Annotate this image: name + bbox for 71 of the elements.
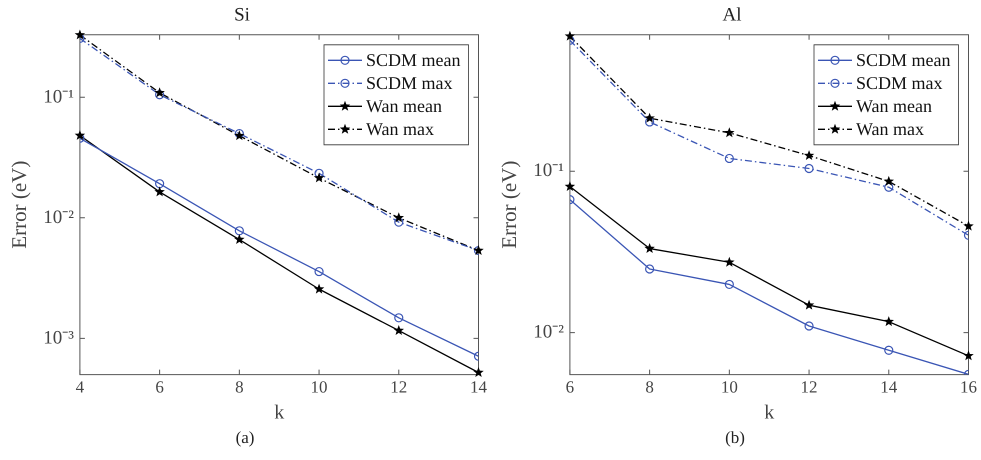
x-tick-label: 6 xyxy=(566,377,574,396)
x-tick-label: 8 xyxy=(645,377,654,396)
point xyxy=(963,350,974,360)
point xyxy=(804,300,814,310)
point xyxy=(314,284,324,294)
point xyxy=(963,220,974,231)
point xyxy=(234,226,244,236)
point xyxy=(804,164,814,174)
point xyxy=(724,256,735,267)
x-tick-label: 6 xyxy=(155,377,164,396)
point xyxy=(884,182,894,192)
point xyxy=(644,243,655,253)
point xyxy=(154,87,165,98)
point xyxy=(724,154,734,164)
point xyxy=(155,179,164,188)
x-tick-label: 12 xyxy=(800,377,818,396)
chart-title: Al xyxy=(722,4,742,26)
point xyxy=(314,266,324,276)
point xyxy=(473,245,484,255)
y-tick-label: 10⁻¹ xyxy=(43,86,74,108)
point xyxy=(154,186,165,196)
legend-label: Wan max xyxy=(856,119,924,140)
point xyxy=(394,218,404,227)
x-tick-label: 10 xyxy=(720,377,738,396)
legend-label: SCDM mean xyxy=(856,50,950,70)
point xyxy=(645,117,654,127)
x-tick-label: 14 xyxy=(880,377,898,396)
y-tick-label: 10⁻¹ xyxy=(533,160,564,182)
point xyxy=(314,172,324,182)
legend-label: SCDM mean xyxy=(366,50,460,70)
x-tick-label: 4 xyxy=(76,377,85,396)
x-tick-label: 16 xyxy=(960,377,977,396)
x-tick-label: 12 xyxy=(390,377,408,396)
x-axis-title: k xyxy=(274,401,284,424)
legend-label: Wan mean xyxy=(856,96,932,116)
point xyxy=(564,181,576,191)
point xyxy=(394,212,404,222)
y-axis-title: Error (eV) xyxy=(497,160,522,249)
legend-label: Wan mean xyxy=(366,96,442,116)
x-tick-label: 14 xyxy=(470,377,488,396)
point xyxy=(74,130,86,140)
text: (b) xyxy=(724,428,746,448)
point xyxy=(645,264,654,274)
x-axis-title: k xyxy=(764,401,774,424)
legend-label: SCDM max xyxy=(366,73,453,94)
point xyxy=(804,321,814,331)
text: (a) xyxy=(234,428,256,448)
point xyxy=(234,234,245,244)
chart-title: Si xyxy=(234,4,250,26)
point xyxy=(884,346,894,355)
y-tick-label: 10⁻² xyxy=(43,206,74,228)
point xyxy=(644,112,655,123)
point xyxy=(473,367,484,377)
point xyxy=(74,29,86,40)
x-tick-label: 8 xyxy=(235,377,244,396)
point xyxy=(724,280,734,290)
point xyxy=(394,325,404,336)
point xyxy=(804,150,814,160)
point xyxy=(724,127,735,138)
point xyxy=(564,30,576,41)
point xyxy=(884,316,894,326)
point xyxy=(155,90,164,100)
legend-label: Wan max xyxy=(366,119,434,140)
y-tick-label: 10⁻² xyxy=(533,322,564,343)
point xyxy=(314,168,324,178)
y-tick-label: 10⁻³ xyxy=(43,327,74,348)
point xyxy=(884,176,894,186)
y-axis-title: Error (eV) xyxy=(7,160,32,249)
legend-label: SCDM max xyxy=(856,73,943,94)
point xyxy=(394,313,404,322)
x-tick-label: 10 xyxy=(310,377,328,396)
